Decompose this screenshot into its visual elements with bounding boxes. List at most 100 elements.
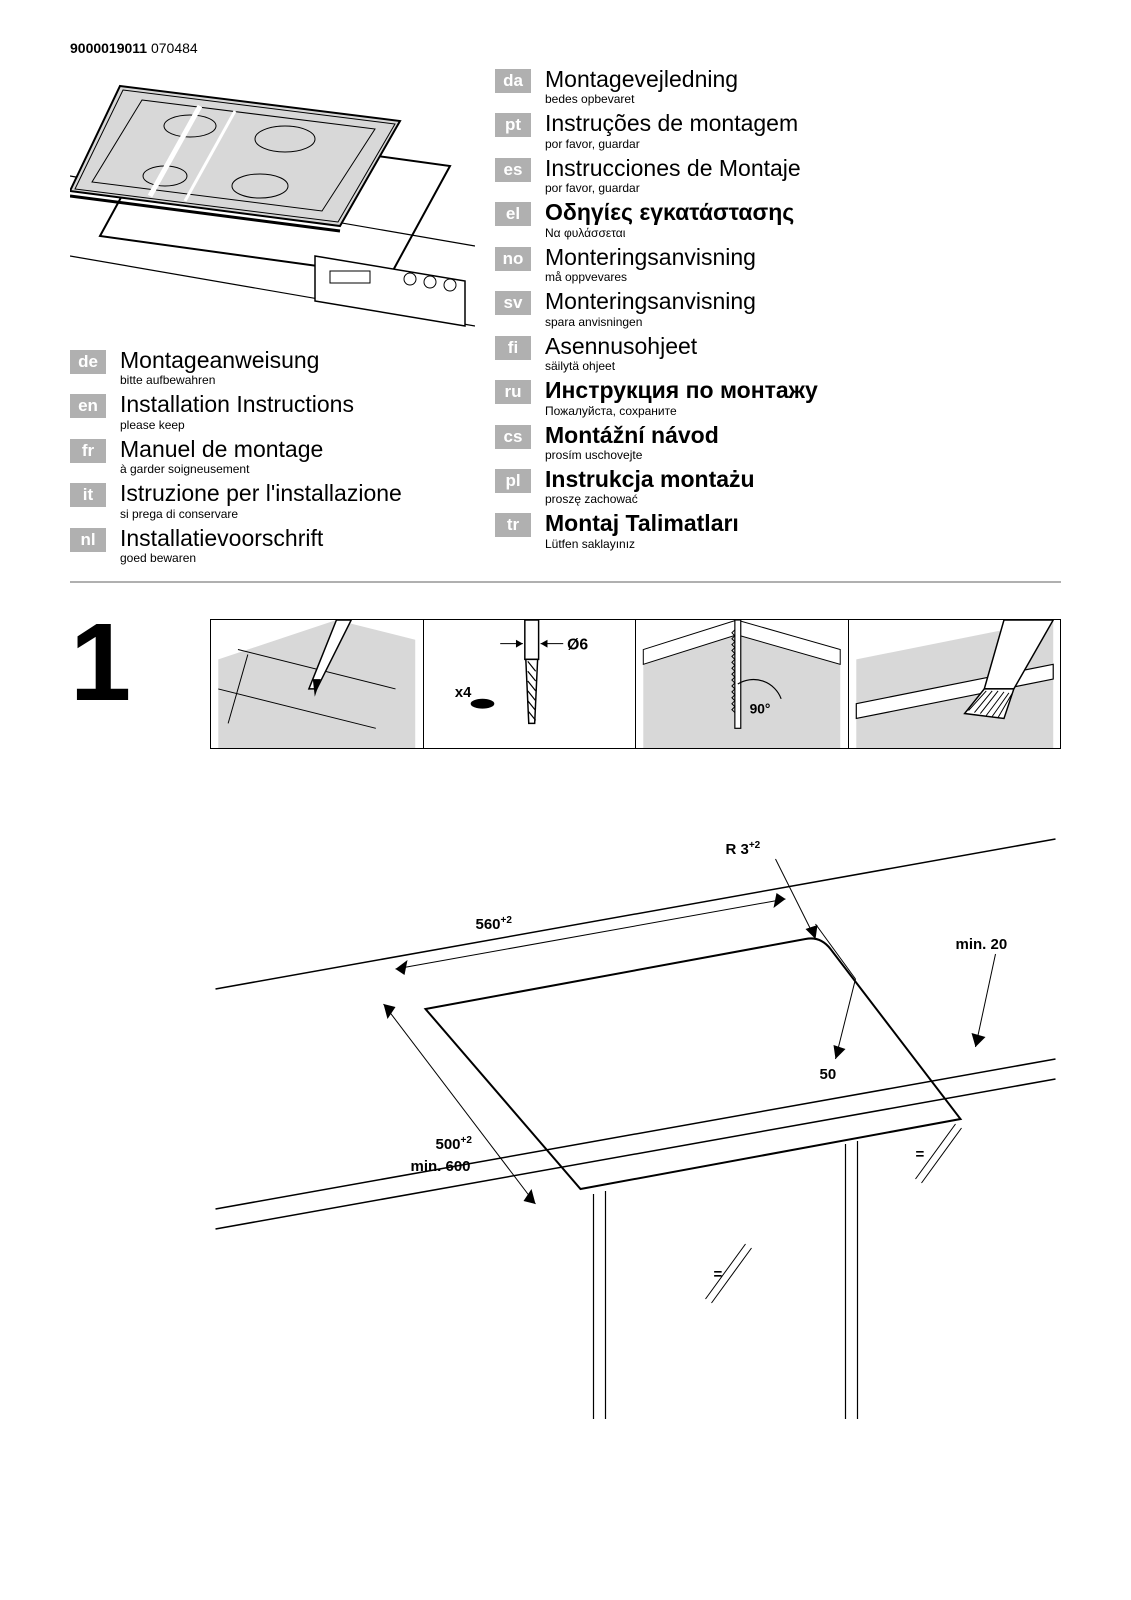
fig-drill: Ø6 x4 [424,620,637,748]
lang-badge: sv [495,291,531,315]
lang-row-pt: pt Instruções de montagempor favor, guard… [495,110,1061,150]
dim-depth-b: min. 600 [411,1158,471,1175]
lang-subtitle: à garder soigneusement [120,462,323,476]
lang-text: Montageanweisungbitte aufbewahren [120,347,319,387]
lang-row-no: no Monteringsanvisningmå oppvevares [495,244,1061,284]
doc-code-1: 9000019011 [70,40,147,56]
lang-text: Montagevejledningbedes opbevaret [545,66,738,106]
figure-strip: Ø6 x4 90° [210,619,1061,749]
lang-row-ru: ru Инструкция по монтажуПожалуйста, сохра… [495,377,1061,417]
lang-title: Инструкция по монтажу [545,377,818,403]
lang-text: Montaj TalimatlarıLütfen saklayınız [545,510,739,550]
lang-row-de: de Montageanweisungbitte aufbewahren [70,347,475,387]
lang-title: Montagevejledning [545,66,738,92]
lang-badge: el [495,202,531,226]
lang-title: Instrukcja montażu [545,466,755,492]
lang-subtitle: proszę zachować [545,492,755,506]
lang-subtitle: prosím uschovejte [545,448,719,462]
lang-row-da: daMontagevejledningbedes opbevaret [495,66,1061,106]
lang-text: Montážní návodprosím uschovejte [545,422,719,462]
lang-badge: cs [495,425,531,449]
lang-title: Instruções de montagem [545,110,798,136]
step-1: 1 [70,619,1061,1424]
lang-badge: tr [495,513,531,537]
lang-text: Monteringsanvisningmå oppvevares [545,244,756,284]
dim-radius: R 3+2 [726,840,761,858]
lang-subtitle: por favor, guardar [545,137,798,151]
lang-row-nl: nl Installatievoorschriftgoed bewaren [70,525,475,565]
right-column: daMontagevejledningbedes opbevaret pt Inst… [495,66,1061,569]
lang-text: Manuel de montageà garder soigneusement [120,436,323,476]
lang-subtitle: spara anvisningen [545,315,756,329]
left-column: de Montageanweisungbitte aufbewahren en Ins… [70,66,475,569]
lang-row-fr: fr Manuel de montageà garder soigneusemen… [70,436,475,476]
lang-title: Montageanweisung [120,347,319,373]
lang-badge: en [70,394,106,418]
fig-marking [211,620,424,748]
lang-badge: nl [70,528,106,552]
lang-title: Montážní návod [545,422,719,448]
lang-subtitle: please keep [120,418,354,432]
lang-title: Manuel de montage [120,436,323,462]
step-figures: Ø6 x4 90° [210,619,1061,1424]
lang-row-sv: sv Monteringsanvisningspara anvisningen [495,288,1061,328]
dim-rear-edge: 50 [820,1066,837,1083]
lang-title: Montaj Talimatları [545,510,739,536]
lang-text: Instrukcja montażuproszę zachować [545,466,755,506]
lang-subtitle: por favor, guardar [545,181,801,195]
lang-text: Installatievoorschriftgoed bewaren [120,525,323,565]
lang-title: Monteringsanvisning [545,288,756,314]
lang-row-el: el Οδηγίες εγκατάστασηςΝα φυλάσσεται [495,199,1061,239]
lang-subtitle: bitte aufbewahren [120,373,319,387]
lang-row-en: en Installation Instructionsplease keep [70,391,475,431]
lang-badge: pl [495,469,531,493]
lang-title: Instrucciones de Montaje [545,155,801,181]
lang-title: Installatievoorschrift [120,525,323,551]
lang-badge: fi [495,336,531,360]
lang-text: Οδηγίες εγκατάστασηςΝα φυλάσσεται [545,199,794,239]
lang-text: Instrucciones de Montajepor favor, guard… [545,155,801,195]
lang-row-fi: fi Asennusohjeetsäilytä ohjeet [495,333,1061,373]
lang-row-pl: pl Instrukcja montażuproszę zachować [495,466,1061,506]
doc-code-2: 070484 [151,40,198,56]
lang-subtitle: goed bewaren [120,551,323,565]
lang-badge: it [70,483,106,507]
dim-centered-left: = [714,1266,723,1283]
dim-width: 560+2 [476,915,513,933]
lang-title: Istruzione per l'installazione [120,480,402,506]
lang-title: Asennusohjeet [545,333,697,359]
lang-title: Monteringsanvisning [545,244,756,270]
lang-badge: ru [495,380,531,404]
lang-text: Инструкция по монтажуПожалуйста, сохрани… [545,377,818,417]
drill-diameter: Ø6 [567,637,588,654]
top-section: de Montageanweisungbitte aufbewahren en Ins… [70,66,1061,583]
lang-title: Οδηγίες εγκατάστασης [545,199,794,225]
lang-subtitle: Пожалуйста, сохраните [545,404,818,418]
lang-row-it: it Istruzione per l'installazionesi prega… [70,480,475,520]
lang-subtitle: Να φυλάσσεται [545,226,794,240]
lang-text: Asennusohjeetsäilytä ohjeet [545,333,697,373]
lang-badge: es [495,158,531,182]
dim-depth-a: 500+2 [436,1135,473,1153]
right-language-list: daMontagevejledningbedes opbevaret pt Inst… [495,66,1061,555]
lang-text: Monteringsanvisningspara anvisningen [545,288,756,328]
lang-badge: fr [70,439,106,463]
lang-subtitle: må oppvevares [545,270,756,284]
fig-saw: 90° [636,620,849,748]
doc-code: 9000019011 070484 [70,40,1061,56]
lang-badge: pt [495,113,531,137]
left-language-list: de Montageanweisungbitte aufbewahren en Ins… [70,347,475,569]
lang-title: Installation Instructions [120,391,354,417]
cutout-diagram: 560+2 500+2 min. 600 R 3+2 50 min [210,799,1061,1419]
lang-subtitle: säilytä ohjeet [545,359,697,373]
step-number: 1 [70,619,210,1424]
product-illustration [70,66,475,336]
lang-text: Istruzione per l'installazionesi prega d… [120,480,402,520]
saw-angle: 90° [750,702,771,717]
lang-subtitle: si prega di conservare [120,507,402,521]
lang-badge: de [70,350,106,374]
lang-badge: no [495,247,531,271]
lang-row-cs: cs Montážní návodprosím uschovejte [495,422,1061,462]
lang-subtitle: Lütfen saklayınız [545,537,739,551]
dim-centered-right: = [916,1146,925,1163]
